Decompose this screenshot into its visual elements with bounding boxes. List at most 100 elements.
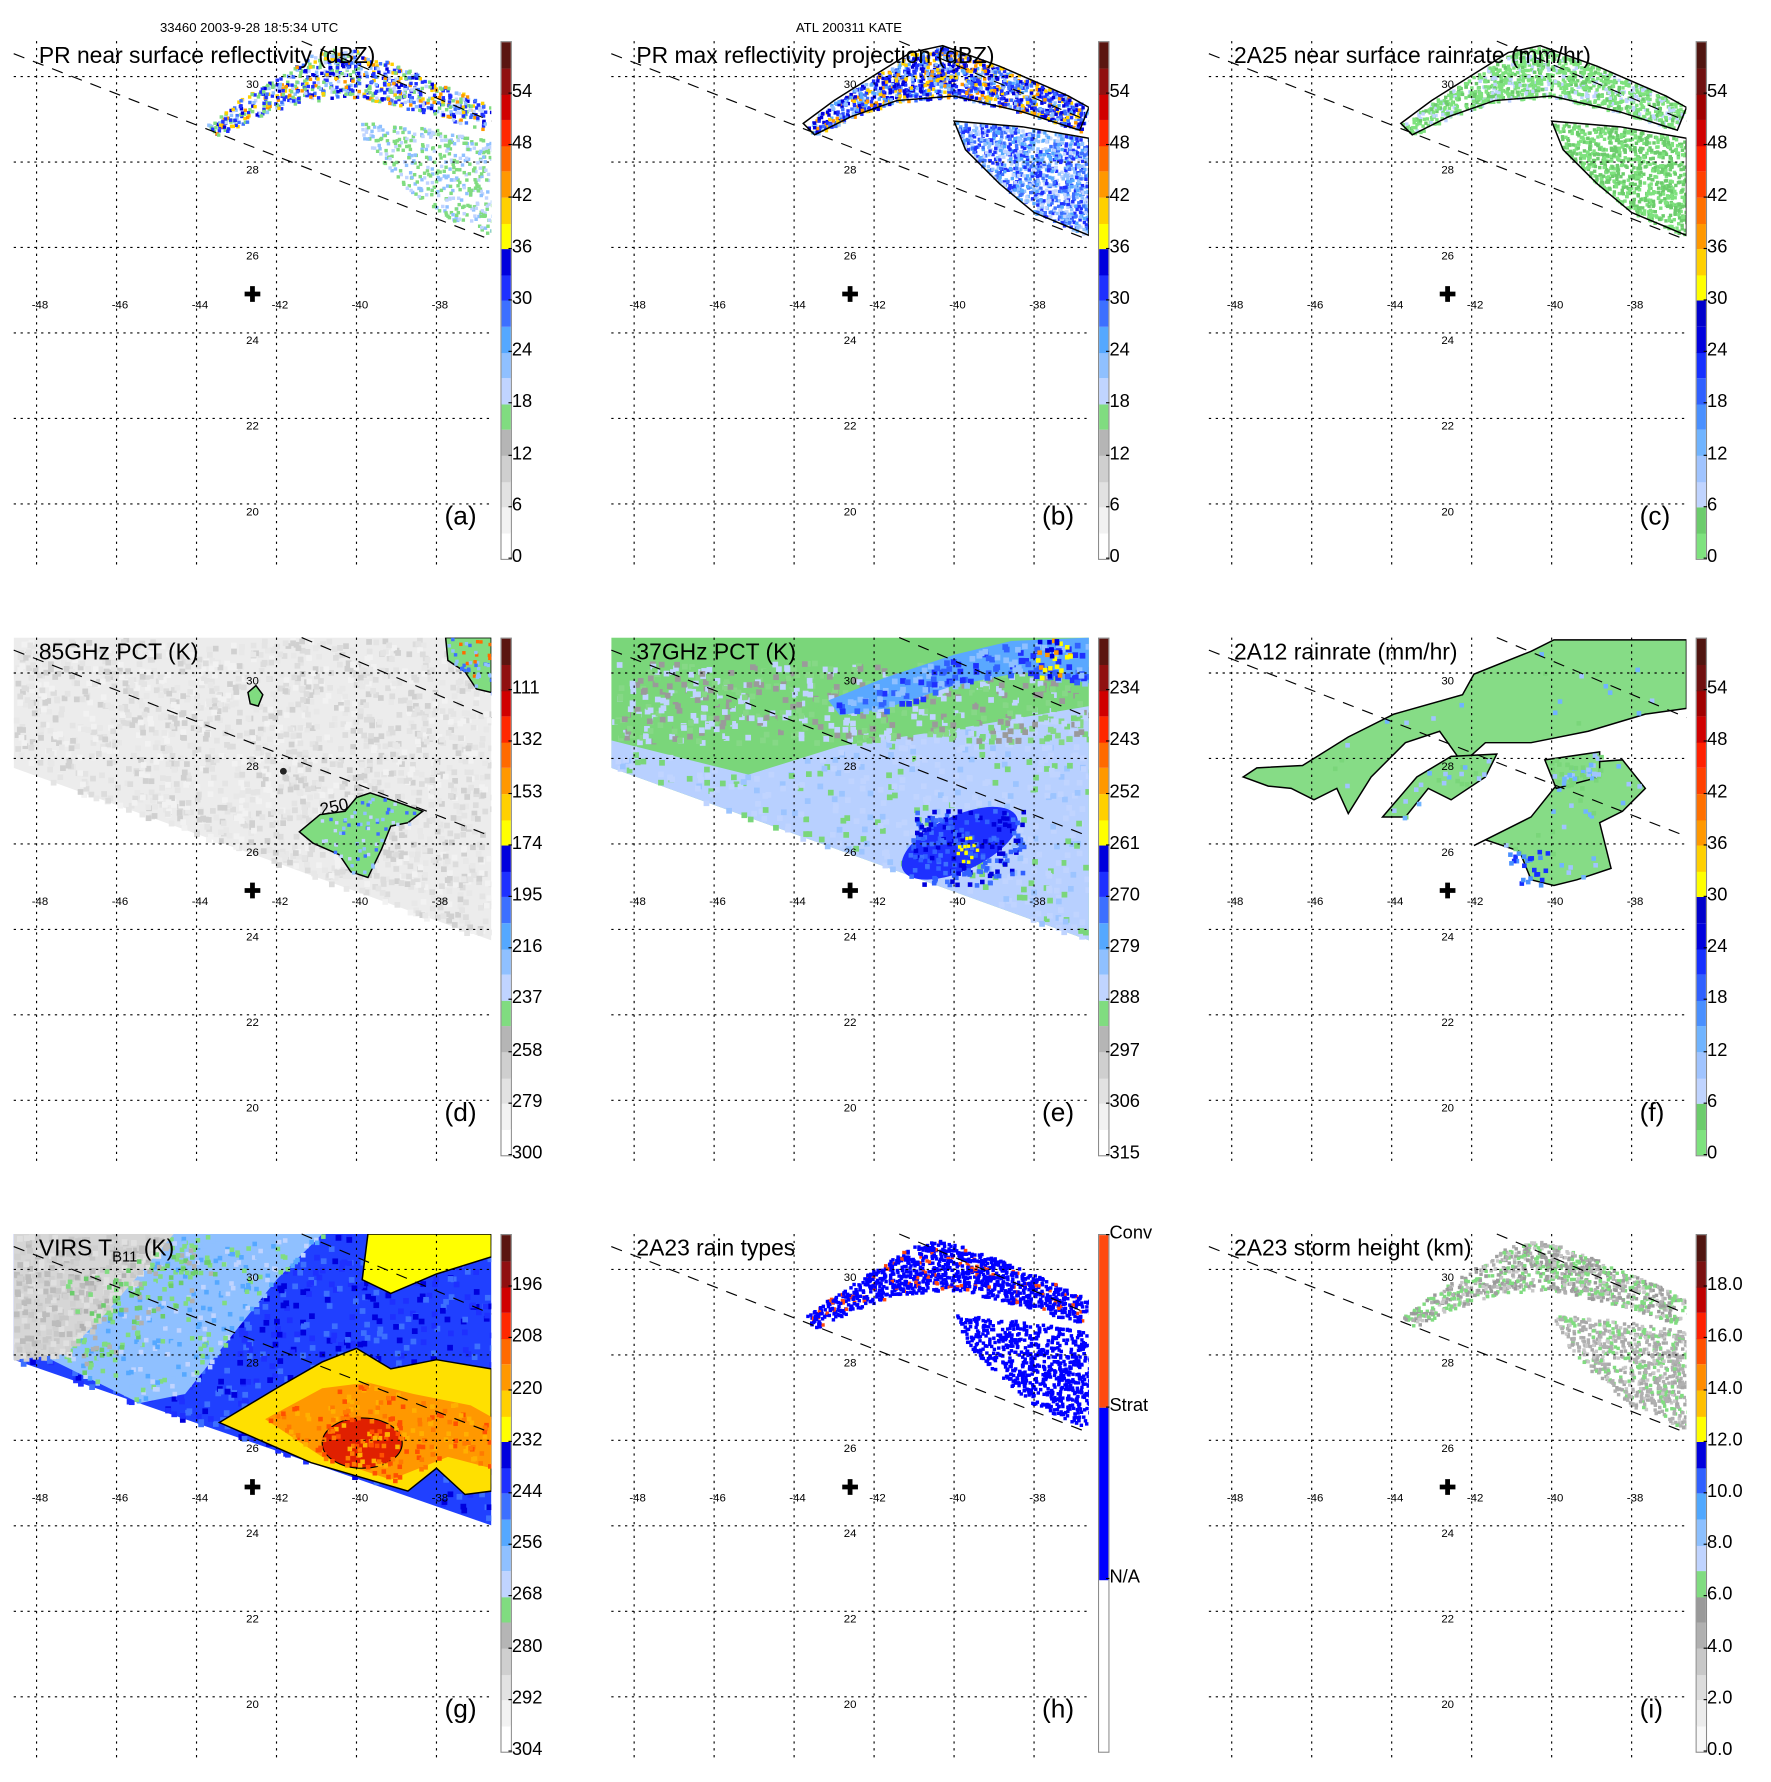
data-pixel — [1646, 96, 1649, 99]
data-pixel — [444, 144, 447, 147]
data-pixel — [1058, 172, 1061, 175]
data-pixel — [266, 111, 269, 114]
data-pixel — [247, 111, 250, 114]
data-pixel — [1034, 172, 1037, 175]
data-pixel — [1036, 203, 1039, 206]
panel-title: PR max reflectivity projection (dBZ) — [636, 43, 994, 69]
data-pixel — [993, 150, 996, 153]
data-pixel — [455, 168, 458, 171]
data-pixel — [1632, 106, 1635, 109]
data-pixel — [1064, 144, 1067, 147]
data-pixel — [409, 82, 412, 85]
data-pixel — [288, 94, 291, 97]
data-pixel — [448, 216, 451, 219]
data-pixel — [1528, 84, 1531, 87]
data-pixel — [1021, 104, 1024, 107]
data-pixel — [385, 152, 388, 155]
data-pixel — [405, 145, 408, 148]
data-pixel — [248, 101, 251, 104]
data-pixel — [1084, 191, 1087, 194]
data-pixel — [451, 213, 454, 216]
data-pixel — [437, 176, 440, 179]
data-pixel — [366, 96, 369, 99]
data-pixel — [380, 97, 383, 100]
data-pixel — [1065, 183, 1068, 186]
data-pixel — [1635, 104, 1638, 107]
data-pixel — [479, 138, 482, 141]
data-pixel — [1016, 153, 1019, 156]
data-pixel — [1058, 156, 1061, 159]
data-pixel — [1089, 227, 1092, 230]
data-pixel — [1025, 86, 1028, 89]
data-pixel — [837, 100, 840, 103]
colorbar-band — [1099, 275, 1108, 301]
data-pixel — [385, 67, 388, 70]
lat-label: 28 — [844, 164, 857, 177]
data-pixel — [281, 89, 284, 92]
data-pixel — [992, 133, 995, 136]
data-pixel — [473, 214, 476, 217]
data-pixel — [443, 154, 446, 157]
data-pixel — [1077, 158, 1080, 161]
data-pixel — [926, 93, 929, 96]
data-pixel — [936, 74, 939, 77]
colorbar-band — [502, 326, 511, 352]
data-pixel — [859, 96, 862, 99]
data-pixel — [1049, 158, 1052, 161]
data-pixel — [1437, 106, 1440, 109]
data-pixel — [962, 131, 965, 134]
data-pixel — [374, 91, 377, 94]
data-pixel — [1584, 81, 1587, 84]
data-pixel — [930, 82, 933, 85]
data-pixel — [370, 80, 373, 83]
data-pixel — [902, 89, 905, 92]
data-pixel — [1504, 90, 1507, 93]
data-pixel — [419, 175, 422, 178]
data-pixel — [970, 74, 973, 77]
lat-label: 28 — [246, 164, 259, 177]
data-pixel — [365, 123, 368, 126]
data-pixel — [1035, 190, 1038, 193]
data-pixel — [1074, 142, 1077, 145]
map-a — [14, 41, 494, 578]
data-pixel — [1064, 189, 1067, 192]
data-pixel — [309, 95, 312, 98]
colorbar-band — [502, 146, 511, 172]
data-pixel — [1061, 141, 1064, 144]
data-pixel — [882, 94, 885, 97]
data-pixel — [968, 127, 971, 130]
data-pixel — [964, 84, 967, 87]
data-pixel — [1028, 134, 1031, 137]
data-pixel — [1568, 75, 1571, 78]
data-pixel — [376, 139, 379, 142]
data-pixel — [408, 153, 411, 156]
data-pixel — [1079, 215, 1082, 218]
data-pixel — [865, 83, 868, 86]
data-pixel — [1627, 84, 1630, 87]
data-pixel — [423, 172, 426, 175]
data-pixel — [226, 130, 229, 133]
data-pixel — [285, 85, 288, 88]
data-pixel — [1063, 186, 1066, 189]
data-pixel — [453, 142, 456, 145]
data-pixel — [1450, 94, 1453, 97]
data-pixel — [1025, 195, 1028, 198]
data-pixel — [491, 200, 494, 203]
map-c — [1209, 41, 1689, 578]
data-pixel — [325, 78, 328, 81]
data-pixel — [421, 135, 424, 138]
data-pixel — [1088, 139, 1091, 142]
data-pixel — [225, 111, 228, 114]
colorbar-tick-label: 36 — [1109, 237, 1129, 258]
data-pixel — [978, 82, 981, 85]
lon-label: -46 — [709, 299, 726, 312]
data-pixel — [1043, 153, 1046, 156]
data-pixel — [448, 94, 451, 97]
data-pixel — [427, 106, 430, 109]
data-pixel — [998, 140, 1001, 143]
data-pixel — [255, 113, 258, 116]
data-pixel — [1475, 97, 1478, 100]
lat-label: 22 — [844, 421, 857, 434]
colorbar-band — [1099, 146, 1108, 172]
